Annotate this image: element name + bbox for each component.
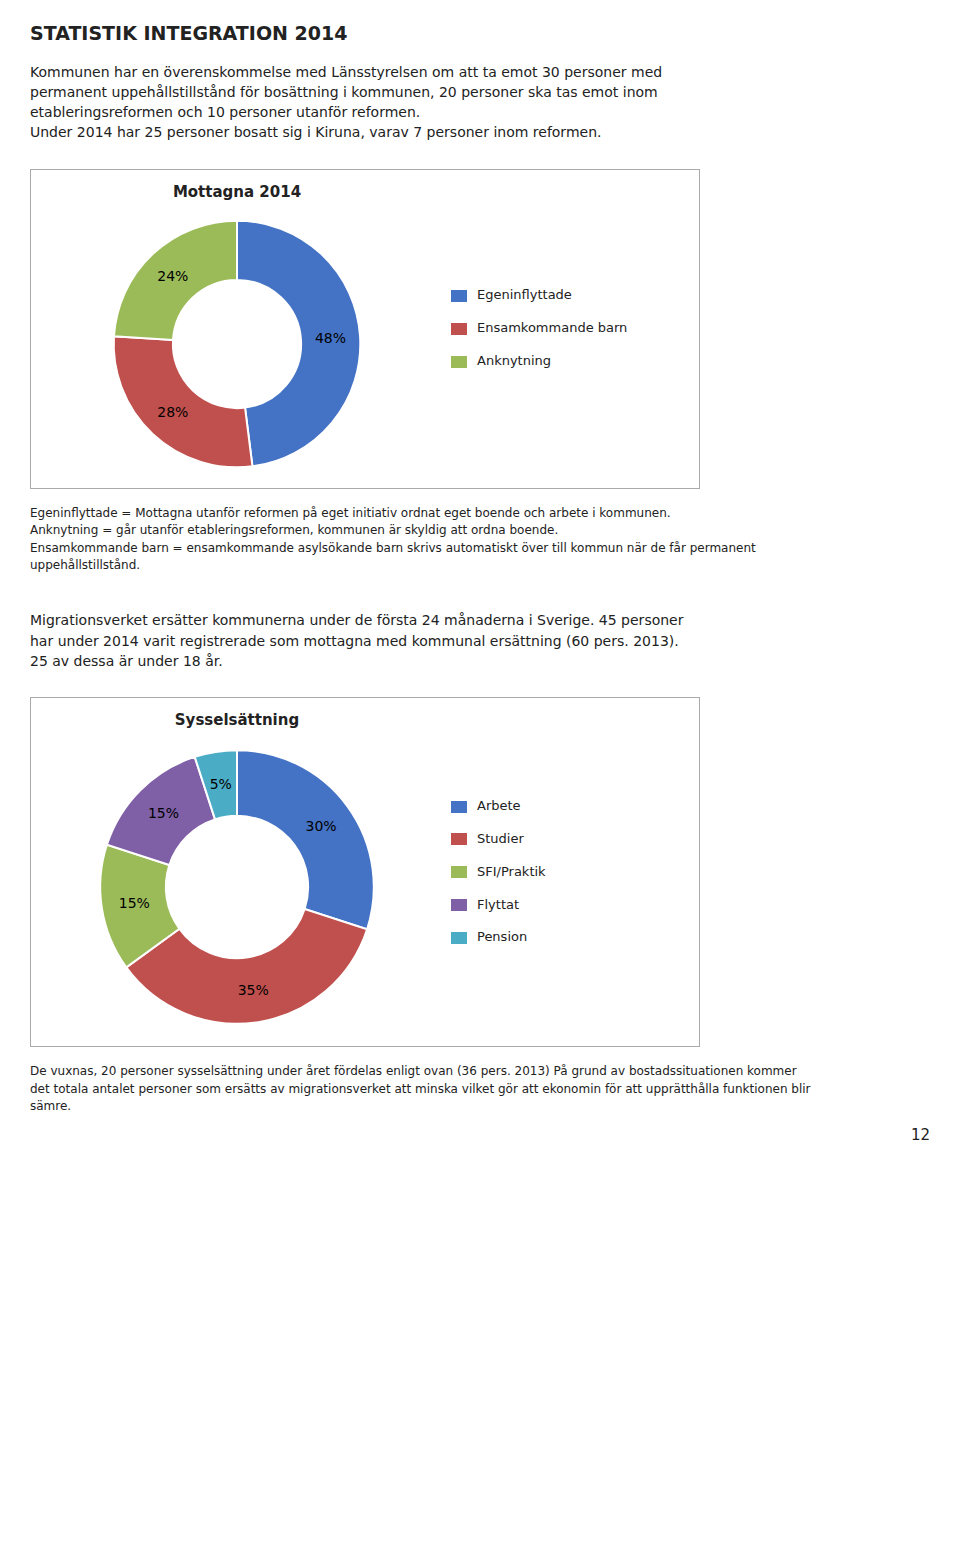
html-text:De vuxnas, 20 personer syssels: De vuxnas, 20 personer sysselsättning un… [30, 1064, 811, 1113]
html-text:Mottagna 2014: Mottagna 2014 [172, 182, 302, 201]
svg-text:30%: 30% [306, 818, 337, 834]
html-text:SFI/Praktik: SFI/Praktik [477, 863, 546, 879]
html-text:Anknytning: Anknytning [477, 353, 551, 369]
html-text:Egeninflyttade = Mottagna utan: Egeninflyttade = Mottagna utanför reform… [30, 505, 756, 572]
svg-text:5%: 5% [210, 776, 232, 792]
html-text:Flyttat: Flyttat [477, 896, 519, 912]
svg-text:35%: 35% [238, 982, 269, 998]
html-text:Kommunen har en överenskommels: Kommunen har en överenskommelse med Läns… [30, 63, 663, 141]
html-text:12: 12 [910, 1126, 930, 1145]
html-text:Migrationsverket ersätter komm: Migrationsverket ersätter kommunerna und… [30, 612, 684, 669]
html-text:Studier: Studier [477, 830, 524, 846]
svg-text:48%: 48% [315, 330, 346, 346]
svg-text:24%: 24% [157, 267, 188, 283]
html-text:Egeninflyttade: Egeninflyttade [477, 287, 572, 303]
html-text:STATISTIK INTEGRATION 2014: STATISTIK INTEGRATION 2014 [30, 22, 348, 44]
svg-text:15%: 15% [119, 895, 150, 911]
svg-text:28%: 28% [157, 404, 188, 420]
html-text:Sysselsättning: Sysselsättning [174, 711, 300, 730]
html-text:Pension: Pension [477, 929, 528, 945]
html-text:Arbete: Arbete [477, 798, 521, 814]
svg-text:15%: 15% [148, 806, 179, 822]
html-text:Ensamkommande barn: Ensamkommande barn [477, 320, 628, 336]
